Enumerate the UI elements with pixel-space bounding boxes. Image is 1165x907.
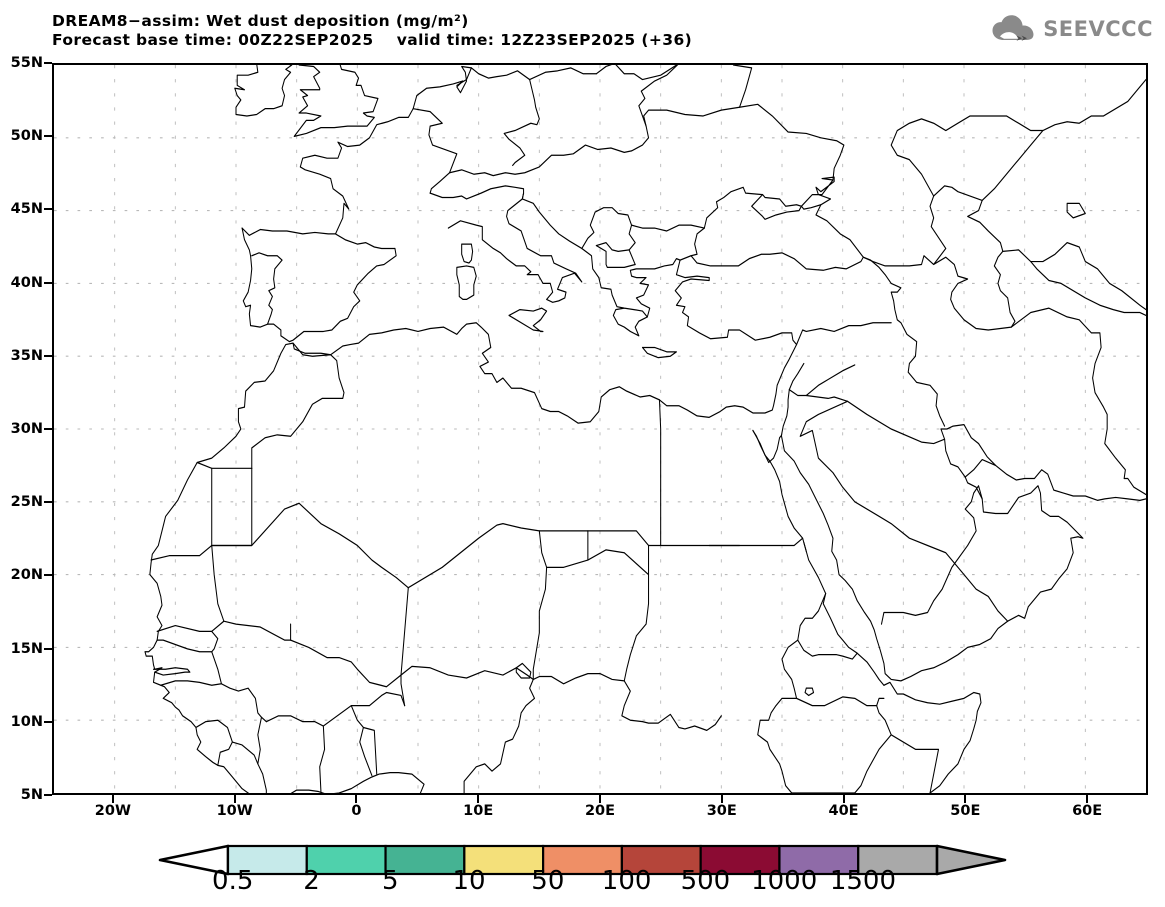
x-axis-tick: [1086, 795, 1089, 803]
cloud-icon: [992, 15, 1034, 41]
page-title: DREAM8−assim: Wet dust deposition (mg/m²…: [52, 12, 469, 30]
x-axis-tick-label: 10E: [463, 803, 494, 819]
forecast-time-line: Forecast base time: 00Z22SEP2025 valid t…: [52, 31, 693, 49]
y-axis-tick: [44, 501, 52, 504]
colorbar-tick-label: 5: [382, 866, 399, 896]
x-axis-tick-label: 50E: [950, 803, 981, 819]
y-axis-tick-label: 10N: [10, 713, 43, 730]
colorbar-tick-label: 2: [303, 866, 320, 896]
colorbar-segment[interactable]: [699, 844, 781, 876]
y-axis-tick: [44, 794, 52, 796]
x-axis-tick-label: 30E: [706, 803, 737, 819]
y-axis-tick-label: 25N: [10, 494, 43, 511]
y-axis-tick-label: 35N: [10, 347, 43, 364]
coastlines-and-borders: [144, 65, 1146, 793]
colorbar-tick-label: 10: [452, 866, 486, 896]
x-axis-tick: [964, 795, 967, 803]
x-axis-tick-label: 20W: [94, 803, 131, 819]
colorbar-segment[interactable]: [778, 844, 860, 876]
colorbar-segment[interactable]: [384, 844, 466, 876]
colorbar-segment[interactable]: [226, 844, 308, 876]
x-axis-tick: [355, 795, 358, 803]
colorbar-segment[interactable]: [305, 844, 387, 876]
x-axis-tick-label: 40E: [828, 803, 859, 819]
y-axis-tick: [44, 428, 52, 430]
y-axis-tick-label: 45N: [10, 201, 43, 218]
chart-title-block: DREAM8−assim: Wet dust deposition (mg/m²…: [52, 12, 692, 50]
y-axis-tick-label: 15N: [10, 640, 43, 657]
y-axis-tick: [44, 281, 52, 284]
colorbar-tick-label: 1500: [829, 866, 897, 896]
x-axis-tick-label: 20E: [584, 803, 616, 819]
y-axis-tick-label: 5N: [20, 787, 43, 803]
x-axis-tick: [477, 795, 480, 803]
colorbar-tick-label: 0.5: [212, 866, 254, 896]
seevccc-logo: SEEVCCC: [991, 14, 1153, 44]
y-axis-tick-label: 40N: [10, 274, 43, 291]
y-axis-tick-label: 20N: [10, 567, 43, 584]
x-axis-tick-label: 0: [351, 803, 362, 819]
colorbar-tick-label: 50: [531, 866, 565, 896]
x-axis-tick: [842, 795, 845, 803]
y-axis-tick-label: 30N: [10, 421, 43, 437]
y-axis-tick: [44, 574, 52, 577]
x-axis-tick-label: 10W: [216, 803, 253, 819]
y-axis-tick-label: 50N: [10, 128, 43, 145]
map-canvas: [54, 65, 1146, 793]
y-axis-tick: [44, 62, 52, 64]
x-axis-tick-label: 60E: [1072, 803, 1103, 819]
x-axis-tick: [599, 795, 601, 803]
y-axis-tick: [44, 647, 52, 650]
y-axis-tick: [44, 354, 52, 357]
colorbar-tick-label: 1000: [751, 866, 818, 896]
y-axis-tick-label: 55N: [10, 55, 43, 71]
x-axis-tick: [233, 795, 236, 803]
map-plot-area[interactable]: [52, 63, 1148, 795]
colorbar-tick-label: 100: [601, 866, 652, 896]
logo-text: SEEVCCC: [1043, 17, 1153, 41]
colorbar-tick-label: 500: [680, 866, 731, 896]
colorbar-segment[interactable]: [542, 844, 623, 876]
x-axis-tick: [720, 795, 723, 803]
colorbar[interactable]: [0, 838, 1165, 884]
y-axis-tick: [44, 135, 52, 138]
y-axis-tick: [44, 208, 52, 211]
y-axis-tick: [44, 720, 52, 723]
colorbar-labels: 0.5 2 5 10 50 100 500 1000 1500: [0, 866, 1165, 906]
x-axis-tick: [111, 795, 114, 803]
colorbar-over-cap: [935, 844, 1007, 876]
